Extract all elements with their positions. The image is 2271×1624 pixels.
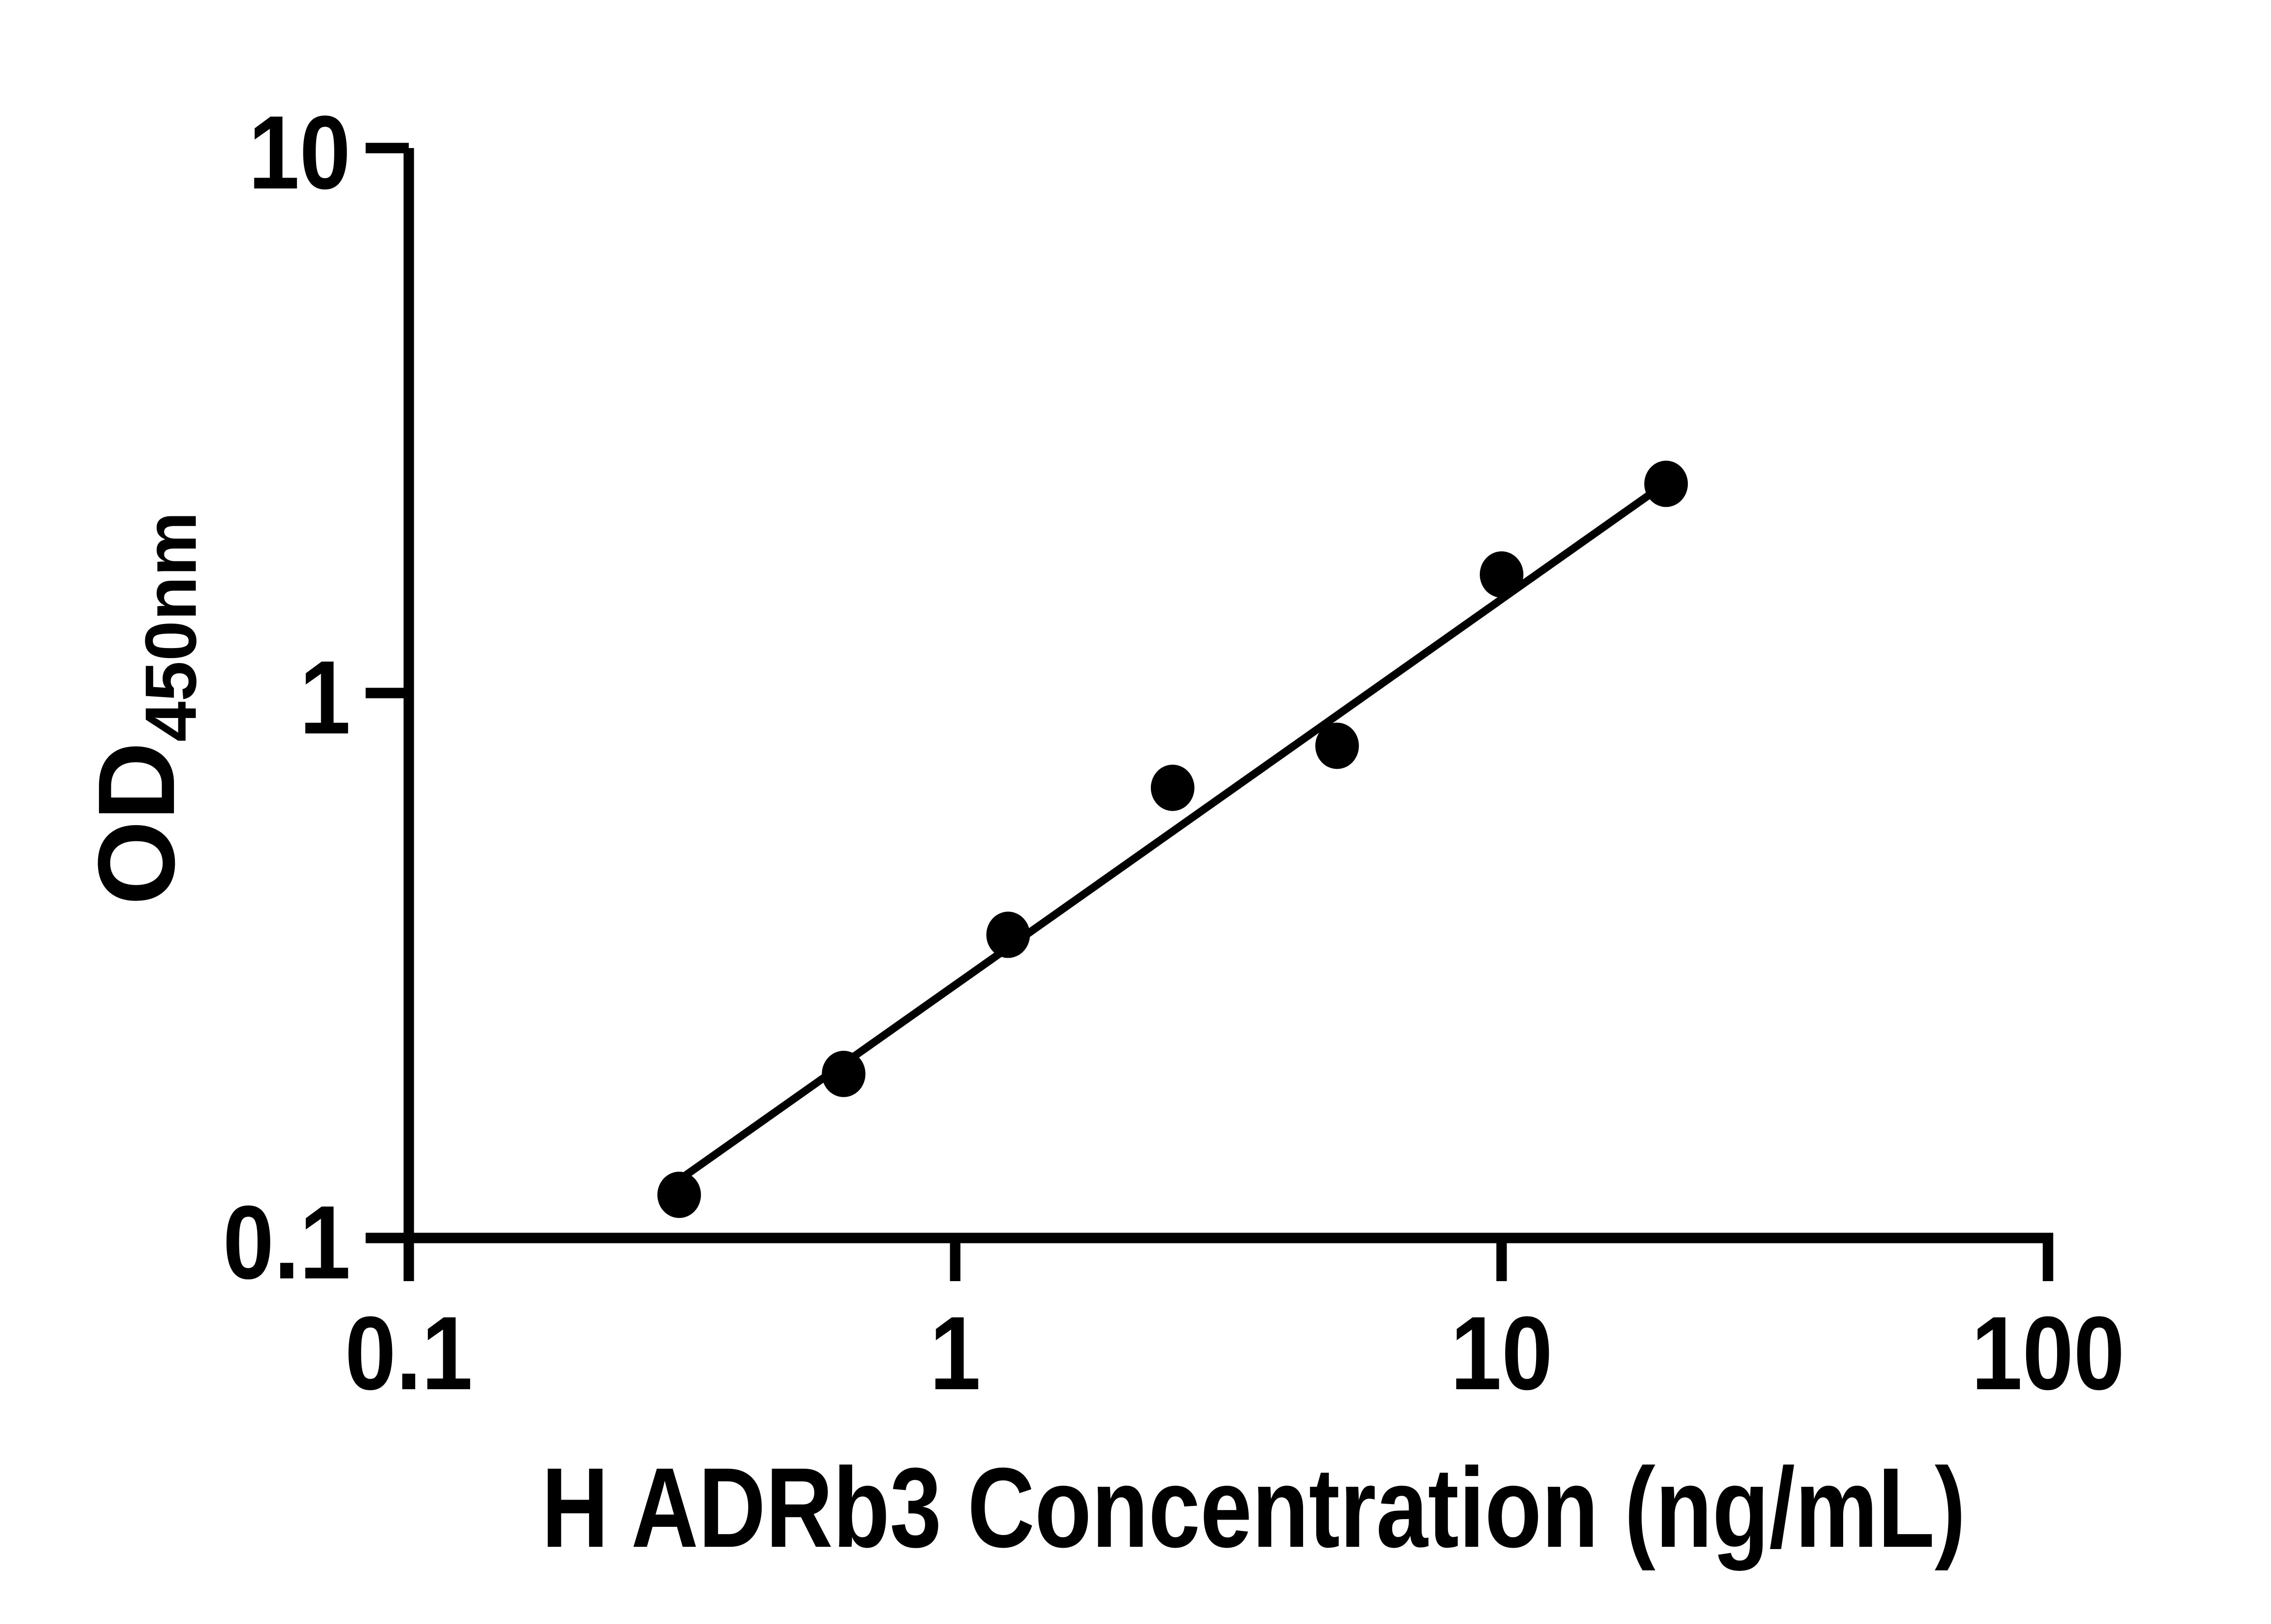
data-point: [657, 1171, 701, 1218]
x-tick-label: 10: [1450, 1295, 1553, 1411]
data-point: [1150, 764, 1195, 811]
x-tick-label: 0.1: [345, 1295, 473, 1411]
data-point: [986, 911, 1030, 958]
y-tick-label: 1: [299, 639, 351, 756]
data-point: [822, 1050, 866, 1097]
x-axis-title: H ADRb3 Concentration (ng/mL): [541, 1444, 1966, 1571]
y-axis-title-main: OD: [75, 742, 197, 906]
data-point: [1644, 460, 1688, 507]
y-tick-label: 0.1: [223, 1184, 351, 1301]
y-axis-title: OD450nm: [75, 512, 211, 906]
x-tick-label: 100: [1971, 1295, 2125, 1411]
y-axis-title-sub: 450nm: [130, 511, 211, 742]
data-point: [1315, 723, 1359, 769]
y-tick-label: 10: [248, 94, 351, 211]
x-tick-label: 1: [929, 1295, 981, 1411]
data-point: [1480, 551, 1523, 598]
